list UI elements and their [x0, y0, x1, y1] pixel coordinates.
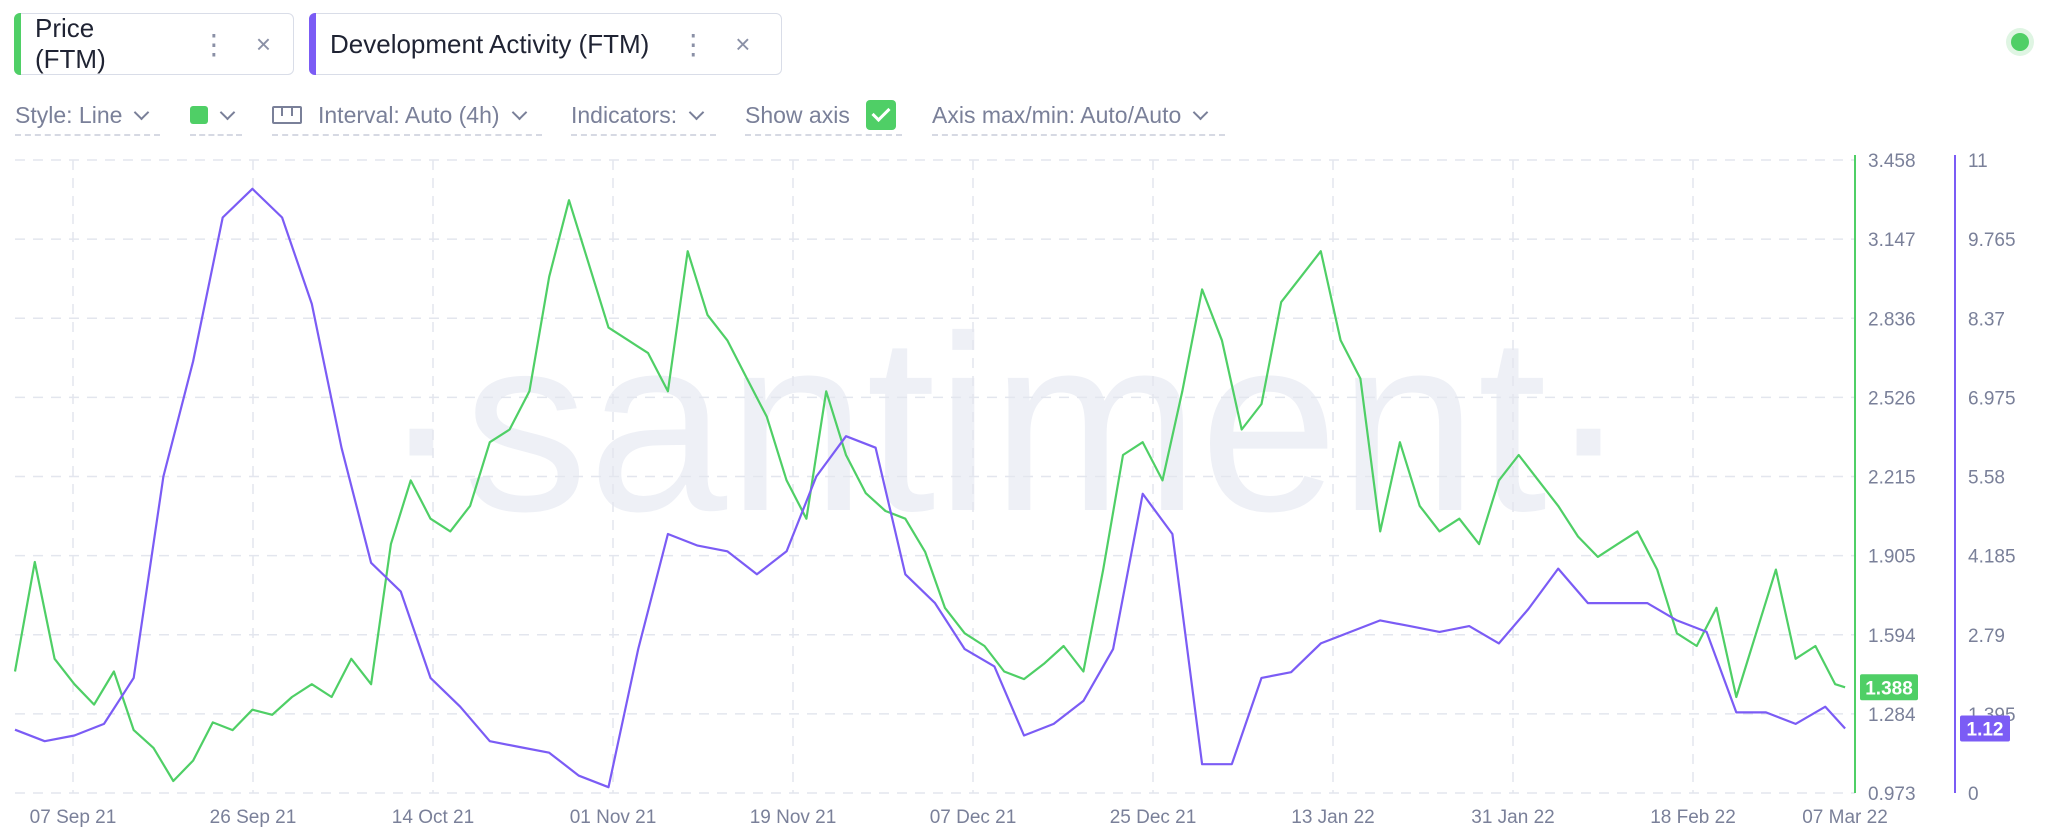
last-value-badge-bg [1860, 674, 1918, 701]
chart-grid [15, 159, 1855, 794]
x-axis-tick-label: 07 Dec 21 [930, 807, 1017, 828]
style-label: Style: Line [15, 101, 123, 128]
price-axis-tick-label: 3.147 [1868, 230, 1916, 251]
more-options-icon[interactable]: ⋮ [199, 28, 228, 60]
tab-development-activity-ftm[interactable]: Development Activity (FTM) ⋮ × [309, 13, 782, 75]
more-options-icon[interactable]: ⋮ [679, 28, 708, 60]
x-axis-tick-label: 19 Nov 21 [750, 807, 837, 828]
chart-toolbar: Style: Line Interval: Auto (4h) Indicato… [0, 96, 1300, 136]
dev-axis-tick-label: 2.79 [1968, 626, 2005, 647]
price-axis-tick-label: 2.215 [1868, 468, 1916, 489]
interval-dropdown[interactable]: Interval: Auto (4h) [272, 96, 542, 136]
series-line-price [13, 199, 1846, 783]
price-axis-tick-label: 2.526 [1868, 388, 1916, 409]
watermark-text: ·santiment· [380, 284, 1630, 563]
chart-lines [13, 187, 1846, 789]
tab-price-ftm[interactable]: Price (FTM) ⋮ × [14, 13, 294, 75]
x-axis-tick-label: 26 Sep 21 [210, 807, 297, 828]
x-axis-tick-label: 07 Sep 21 [30, 807, 117, 828]
close-icon[interactable]: × [255, 28, 271, 59]
style-dropdown[interactable]: Style: Line [15, 96, 160, 136]
indicators-label: Indicators: [571, 101, 678, 128]
x-axis-tick-label: 14 Oct 21 [392, 807, 474, 828]
x-axis-tick-label: 01 Nov 21 [570, 807, 657, 828]
x-axis-tick-label: 07 Mar 22 [1802, 807, 1888, 828]
last-value-badges: 1.388 1.12 [1860, 674, 2010, 742]
x-axis-tick-label: 18 Feb 22 [1650, 807, 1736, 828]
indicators-dropdown[interactable]: Indicators: [571, 96, 716, 136]
color-dropdown[interactable] [190, 96, 242, 136]
x-axis-tick-label: 25 Dec 21 [1110, 807, 1197, 828]
axis-range-label: Axis max/min: Auto/Auto [932, 101, 1182, 128]
dev-axis-tick-label: 6.975 [1968, 388, 2016, 409]
series-color-bar [14, 13, 21, 75]
last-value-badge-label: 1.12 [1967, 720, 2004, 741]
interval-label: Interval: Auto (4h) [318, 101, 500, 128]
chart-axes: 3.458 11 3.147 9.765 2.836 8.37 2.526 6.975 2.21… [30, 151, 2016, 828]
show-axis-checkbox[interactable] [865, 100, 896, 130]
close-icon[interactable]: × [735, 28, 751, 59]
last-value-badge-label: 1.388 [1865, 678, 1913, 699]
show-axis-label: Show axis [745, 101, 850, 128]
dev-axis-tick-label: 8.37 [1968, 309, 2005, 330]
dev-axis-tick-label: 0 [1968, 784, 1979, 805]
x-axis-tick-label: 31 Jan 22 [1471, 807, 1554, 828]
dev-axis-tick-label: 5.58 [1968, 468, 2005, 489]
price-axis-tick-label: 1.594 [1868, 626, 1916, 647]
axis-range-dropdown[interactable]: Axis max/min: Auto/Auto [932, 96, 1225, 136]
show-axis-toggle[interactable]: Show axis [745, 96, 902, 136]
tab-label: Development Activity (FTM) [330, 28, 650, 59]
dev-axis-tick-label: 11 [1968, 151, 1988, 172]
status-indicator [2011, 33, 2029, 51]
last-value-badge-bg [1960, 715, 2010, 742]
x-axis-tick-label: 13 Jan 22 [1291, 807, 1374, 828]
series-line-dev-activity [14, 187, 1846, 789]
tab-label: Price (FTM) [35, 13, 106, 74]
series-color-bar [309, 13, 316, 75]
price-axis-tick-label: 1.905 [1868, 547, 1916, 568]
price-axis-tick-label: 0.973 [1868, 784, 1916, 805]
price-axis-tick-label: 2.836 [1868, 309, 1916, 330]
color-swatch [190, 106, 208, 124]
dev-axis-tick-label: 4.185 [1968, 547, 2016, 568]
dev-axis-tick-label: 9.765 [1968, 230, 2016, 251]
price-axis-tick-label: 3.458 [1868, 151, 1916, 172]
price-axis-tick-label: 1.284 [1868, 705, 1916, 726]
interval-icon [272, 106, 302, 124]
